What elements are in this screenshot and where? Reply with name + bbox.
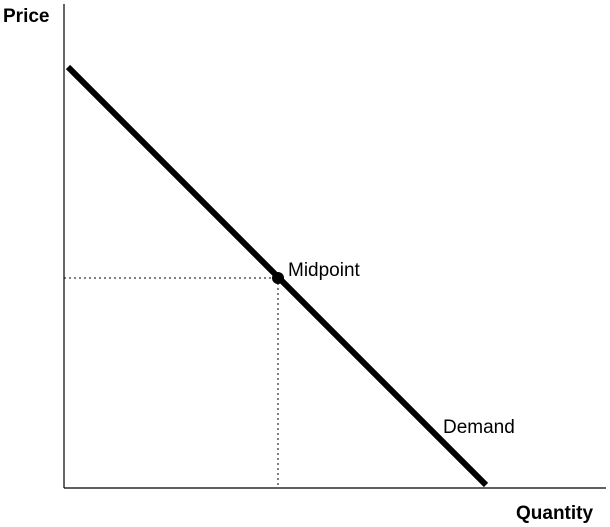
demand-curve-label: Demand	[443, 417, 515, 438]
y-axis-label: Price	[3, 6, 49, 27]
x-axis-label: Quantity	[516, 503, 593, 524]
midpoint-marker	[272, 272, 284, 284]
midpoint-label: Midpoint	[288, 260, 361, 281]
